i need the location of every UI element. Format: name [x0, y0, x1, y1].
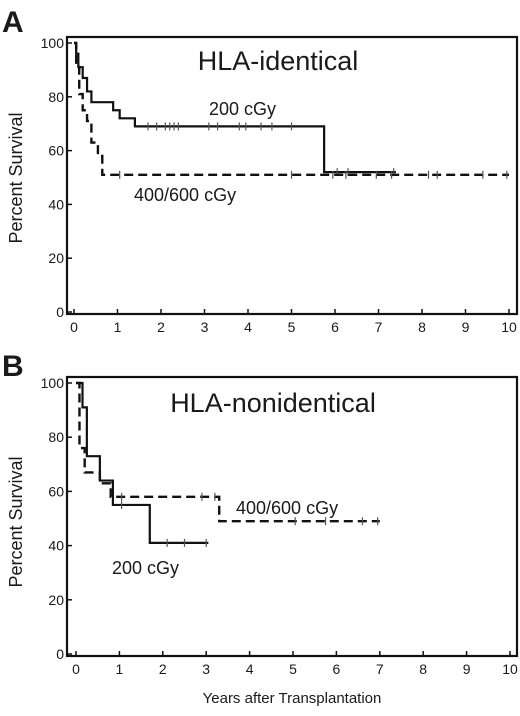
series-label-b-200cgy: 200 cGy [112, 558, 179, 578]
panel-title-a: HLA-identical [198, 46, 359, 76]
x-tick-label: 7 [375, 319, 383, 335]
survival-curve-200cgy [74, 41, 396, 174]
panel-title-b: HLA-nonidentical [170, 388, 376, 418]
x-tick-label: 4 [246, 661, 254, 677]
y-tick-label: 100 [41, 375, 65, 391]
x-tick-label: 3 [201, 319, 209, 335]
y-tick-label: 0 [56, 646, 64, 662]
x-tick-label: 1 [116, 661, 124, 677]
y-tick-label: 20 [48, 592, 64, 608]
series-label-a-400-600cgy: 400/600 cGy [134, 185, 236, 205]
x-tick-label: 10 [501, 319, 517, 335]
x-tick-label: 9 [462, 319, 470, 335]
y-tick-label: 60 [48, 483, 64, 499]
survival-curve-400-600cgy [74, 41, 509, 177]
x-tick-label: 0 [72, 661, 80, 677]
panel-letter-a: A [2, 6, 24, 39]
x-tick-label: 7 [376, 661, 384, 677]
x-tick-label: 0 [70, 319, 78, 335]
panel-a: A Percent Survival HLA-identical 0 1 2 3 4 5 6… [2, 6, 519, 335]
x-tick-label: 8 [418, 319, 426, 335]
survival-curve-400-600cgy [76, 381, 380, 523]
y-tick-label: 20 [48, 250, 64, 266]
survival-curve-200cgy [76, 381, 209, 544]
x-tick-label: 5 [288, 319, 296, 335]
series-a [74, 41, 509, 179]
x-tick-label: 6 [333, 661, 341, 677]
y-axis-label-b: Percent Survival [6, 456, 26, 587]
y-tick-label: 60 [48, 143, 64, 159]
y-tick-label: 100 [41, 35, 65, 51]
y-axis-label-a: Percent Survival [6, 112, 26, 243]
plot-frame-b [65, 375, 519, 658]
series-b [76, 381, 380, 547]
x-tick-label: 2 [157, 319, 165, 335]
panel-b: B Percent Survival HLA-nonidentical 0 1 2 3… [2, 350, 519, 707]
x-tick-label: 6 [331, 319, 339, 335]
panel-letter-b: B [2, 350, 24, 383]
x-tick-label: 10 [502, 661, 518, 677]
y-tick-label: 40 [48, 196, 64, 212]
x-tick-label: 3 [202, 661, 210, 677]
x-axis-label: Years after Transplantation [203, 690, 382, 707]
series-label-b-400-600cgy: 400/600 cGy [236, 498, 338, 518]
y-tick-label: 80 [48, 429, 64, 445]
y-tick-label: 40 [48, 538, 64, 554]
y-tick-label: 80 [48, 89, 64, 105]
x-tick-label: 2 [159, 661, 167, 677]
x-tick-label: 4 [244, 319, 252, 335]
x-tick-label: 5 [289, 661, 297, 677]
x-tick-label: 9 [463, 661, 471, 677]
series-label-a-200cgy: 200 cGy [209, 99, 276, 119]
x-tick-label: 1 [114, 319, 122, 335]
y-tick-label: 0 [56, 304, 64, 320]
x-tick-label: 8 [419, 661, 427, 677]
